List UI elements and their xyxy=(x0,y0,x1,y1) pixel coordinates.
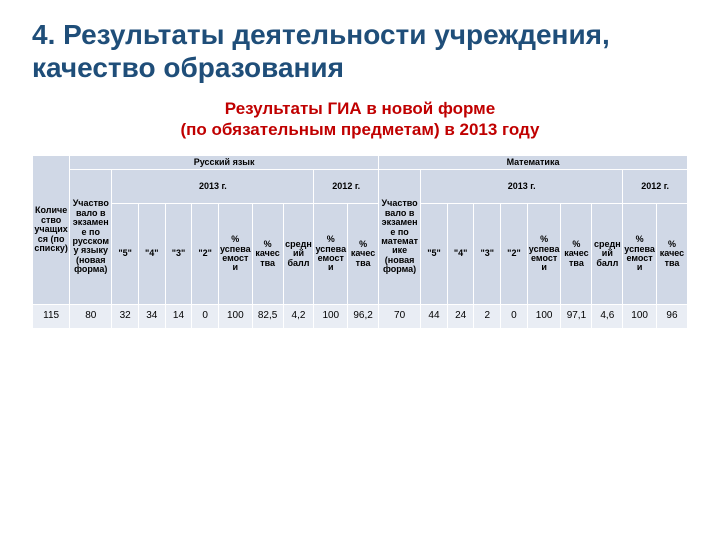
cell-rus-3: 14 xyxy=(165,305,192,329)
cell-math-5: 44 xyxy=(421,305,448,329)
th-rus-2013: 2013 г. xyxy=(112,170,314,204)
th-math-progress: % успеваемости xyxy=(527,204,561,305)
cell-rus-participated: 80 xyxy=(70,305,112,329)
th-math-5: "5" xyxy=(421,204,448,305)
cell-math-participated: 70 xyxy=(379,305,421,329)
th-math-2012: 2012 г. xyxy=(623,170,688,204)
th-math-2012-quality: % качества xyxy=(656,204,687,305)
table-row: 115 80 32 34 14 0 100 82,5 4,2 100 96,2 … xyxy=(33,305,688,329)
th-rus-2012-progress: % успеваемости xyxy=(314,204,348,305)
th-rus-quality: % качества xyxy=(252,204,283,305)
th-rus-2012: 2012 г. xyxy=(314,170,379,204)
slide: 4. Результаты деятельности учреждения, к… xyxy=(0,0,720,540)
cell-math-3: 2 xyxy=(474,305,501,329)
th-subject-math: Математика xyxy=(379,155,688,169)
cell-math-progress: 100 xyxy=(527,305,561,329)
cell-math-quality: 97,1 xyxy=(561,305,592,329)
th-rus-participated: Участвовало в экзамене по русскому языку… xyxy=(70,170,112,305)
cell-math-avg: 4,6 xyxy=(592,305,623,329)
th-rus-4: "4" xyxy=(138,204,165,305)
cell-rus-progress: 100 xyxy=(218,305,252,329)
th-subject-rus: Русский язык xyxy=(70,155,379,169)
th-rus-5: "5" xyxy=(112,204,139,305)
cell-rus-4: 34 xyxy=(138,305,165,329)
cell-rus-2: 0 xyxy=(192,305,219,329)
cell-rus-2012-progress: 100 xyxy=(314,305,348,329)
th-math-2: "2" xyxy=(501,204,528,305)
slide-subtitle: Результаты ГИА в новой форме (по обязате… xyxy=(32,98,688,141)
cell-rus-2012-quality: 96,2 xyxy=(348,305,379,329)
cell-count: 115 xyxy=(33,305,70,329)
th-math-2012-progress: % успеваемости xyxy=(623,204,657,305)
cell-math-2012-quality: 96 xyxy=(656,305,687,329)
cell-rus-5: 32 xyxy=(112,305,139,329)
cell-rus-avg: 4,2 xyxy=(283,305,314,329)
cell-rus-quality: 82,5 xyxy=(252,305,283,329)
th-math-4: "4" xyxy=(447,204,474,305)
subtitle-line2: (по обязательным предметам) в 2013 году xyxy=(180,120,539,139)
th-math-3: "3" xyxy=(474,204,501,305)
th-math-avg: средний балл xyxy=(592,204,623,305)
cell-math-2: 0 xyxy=(501,305,528,329)
subtitle-line1: Результаты ГИА в новой форме xyxy=(225,99,495,118)
th-math-quality: % качества xyxy=(561,204,592,305)
th-rus-avg: средний балл xyxy=(283,204,314,305)
th-rus-progress: % успеваемости xyxy=(218,204,252,305)
cell-math-2012-progress: 100 xyxy=(623,305,657,329)
results-table: Количество учащихся (по списку) Русский … xyxy=(32,155,688,329)
slide-title: 4. Результаты деятельности учреждения, к… xyxy=(32,18,688,84)
th-count: Количество учащихся (по списку) xyxy=(33,155,70,304)
th-math-participated: Участвовало в экзамене по математике (но… xyxy=(379,170,421,305)
th-rus-2: "2" xyxy=(192,204,219,305)
th-rus-3: "3" xyxy=(165,204,192,305)
th-math-2013: 2013 г. xyxy=(421,170,623,204)
th-rus-2012-quality: % качества xyxy=(348,204,379,305)
cell-math-4: 24 xyxy=(447,305,474,329)
